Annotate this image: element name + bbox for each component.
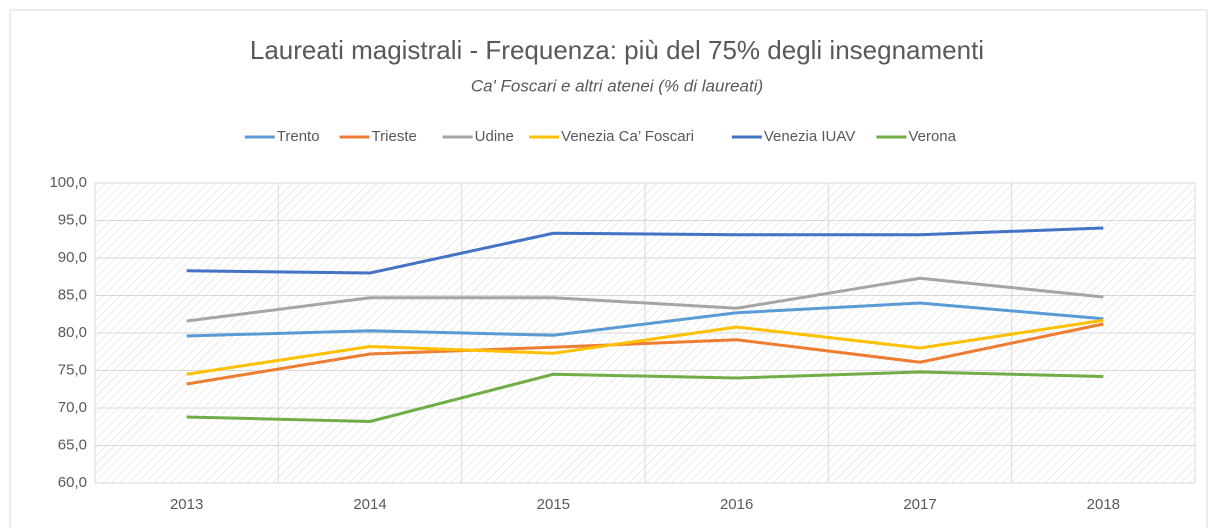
x-tick-label: 2014 xyxy=(353,496,386,513)
legend-label: Verona xyxy=(908,128,956,145)
chart-subtitle: Ca' Foscari e altri atenei (% di laureat… xyxy=(471,76,763,95)
y-tick-label: 100,0 xyxy=(49,174,87,191)
series-line xyxy=(186,276,1104,323)
series-line xyxy=(186,226,1104,275)
y-tick-label: 65,0 xyxy=(58,436,87,453)
x-tick-label: 2018 xyxy=(1087,496,1120,513)
legend-label: Trento xyxy=(277,128,320,145)
y-tick-label: 75,0 xyxy=(58,361,87,378)
y-tick-label: 80,0 xyxy=(58,324,87,341)
series-line xyxy=(186,318,1104,376)
legend-label: Udine xyxy=(475,128,514,145)
legend: Trento Trieste Udine Venezia Ca’ Foscari Ven… xyxy=(244,128,957,145)
y-tick-label: 60,0 xyxy=(58,474,87,491)
y-tick-label: 95,0 xyxy=(58,211,87,228)
series-line xyxy=(186,301,1104,338)
chart-title: Laureati magistrali - Frequenza: più del… xyxy=(250,35,984,65)
legend-label: Trieste xyxy=(372,128,417,145)
y-tick-label: 70,0 xyxy=(58,399,87,416)
series-line xyxy=(186,322,1104,386)
y-tick-label: 90,0 xyxy=(58,249,87,266)
x-tick-label: 2016 xyxy=(720,496,753,513)
x-tick-label: 2017 xyxy=(903,496,936,513)
series-line xyxy=(186,370,1104,423)
x-tick-label: 2015 xyxy=(537,496,570,513)
y-tick-label: 85,0 xyxy=(58,286,87,303)
x-tick-label: 2013 xyxy=(170,496,203,513)
legend-label: Venezia Ca’ Foscari xyxy=(561,128,694,145)
legend-label: Venezia IUAV xyxy=(764,128,855,145)
